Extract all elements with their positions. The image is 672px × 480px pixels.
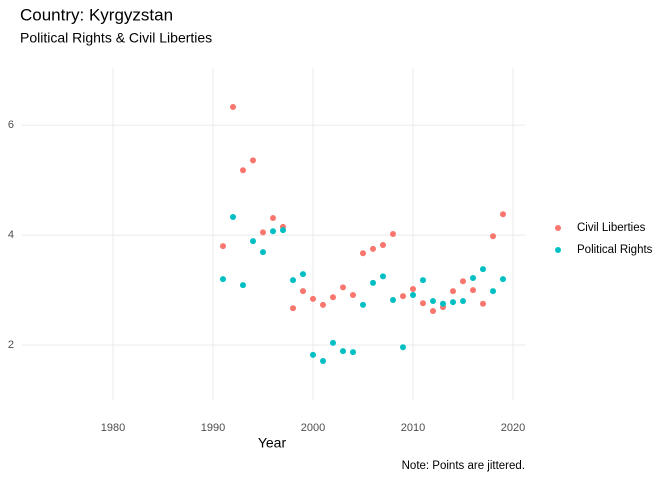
data-point (410, 285, 416, 292)
data-point (290, 277, 296, 284)
legend-label: Political Rights (577, 244, 653, 256)
data-point (310, 295, 316, 302)
data-point (380, 273, 386, 280)
data-point (460, 278, 466, 285)
x-tick-label: 1980 (101, 422, 125, 434)
data-point (470, 287, 476, 294)
data-point (490, 233, 496, 240)
data-point (240, 167, 246, 174)
data-point (260, 229, 266, 236)
data-point (400, 344, 406, 351)
data-point (480, 300, 486, 307)
data-point (360, 301, 366, 308)
data-point (500, 276, 506, 283)
data-point (360, 250, 366, 257)
data-point (420, 277, 426, 284)
data-point (230, 213, 236, 220)
data-point (270, 215, 276, 222)
x-tick-label: 2000 (301, 422, 325, 434)
x-tick-label: 2020 (501, 422, 525, 434)
y-tick-label: 2 (8, 339, 14, 351)
data-point (450, 288, 456, 295)
data-point (420, 300, 426, 307)
data-point (480, 266, 486, 273)
data-point (260, 249, 266, 256)
chart-subtitle: Political Rights & Civil Liberties (20, 30, 212, 46)
data-point (450, 299, 456, 306)
y-tick-label: 4 (8, 229, 14, 241)
data-point (390, 231, 396, 237)
y-tick-label: 6 (8, 119, 14, 131)
legend-marker (555, 225, 561, 231)
data-point (250, 157, 256, 164)
data-point (220, 243, 226, 250)
data-point (300, 271, 306, 278)
data-point (470, 274, 476, 281)
data-point (370, 245, 376, 252)
data-point (330, 294, 336, 301)
data-point (400, 293, 406, 300)
data-point (310, 351, 316, 358)
x-axis-label: Year (258, 435, 287, 451)
data-point (500, 211, 506, 218)
data-point (350, 292, 356, 299)
data-point (340, 348, 346, 355)
data-point (340, 284, 346, 291)
data-point (410, 292, 416, 299)
x-tick-label: 1990 (201, 422, 225, 434)
legend-label: Civil Liberties (577, 222, 646, 234)
data-point (290, 305, 296, 312)
data-point (390, 296, 396, 303)
data-point (370, 279, 376, 286)
data-point (220, 276, 226, 283)
chart-title: Country: Kyrgyzstan (20, 5, 173, 24)
data-point (320, 357, 326, 364)
legend-marker (555, 247, 561, 253)
data-point (270, 228, 276, 235)
x-tick-label: 2010 (401, 422, 425, 434)
data-point (430, 307, 436, 314)
data-point (490, 288, 496, 295)
data-point (440, 300, 446, 307)
data-point (460, 298, 466, 305)
data-point (380, 241, 386, 248)
data-point (250, 238, 256, 245)
data-point (230, 104, 236, 111)
data-point (330, 339, 336, 346)
data-point (280, 227, 286, 234)
data-point (240, 282, 246, 289)
data-point (300, 288, 306, 295)
data-point (430, 298, 436, 305)
data-point (320, 301, 326, 308)
data-point (350, 349, 356, 356)
caption: Note: Points are jittered. (402, 460, 525, 472)
